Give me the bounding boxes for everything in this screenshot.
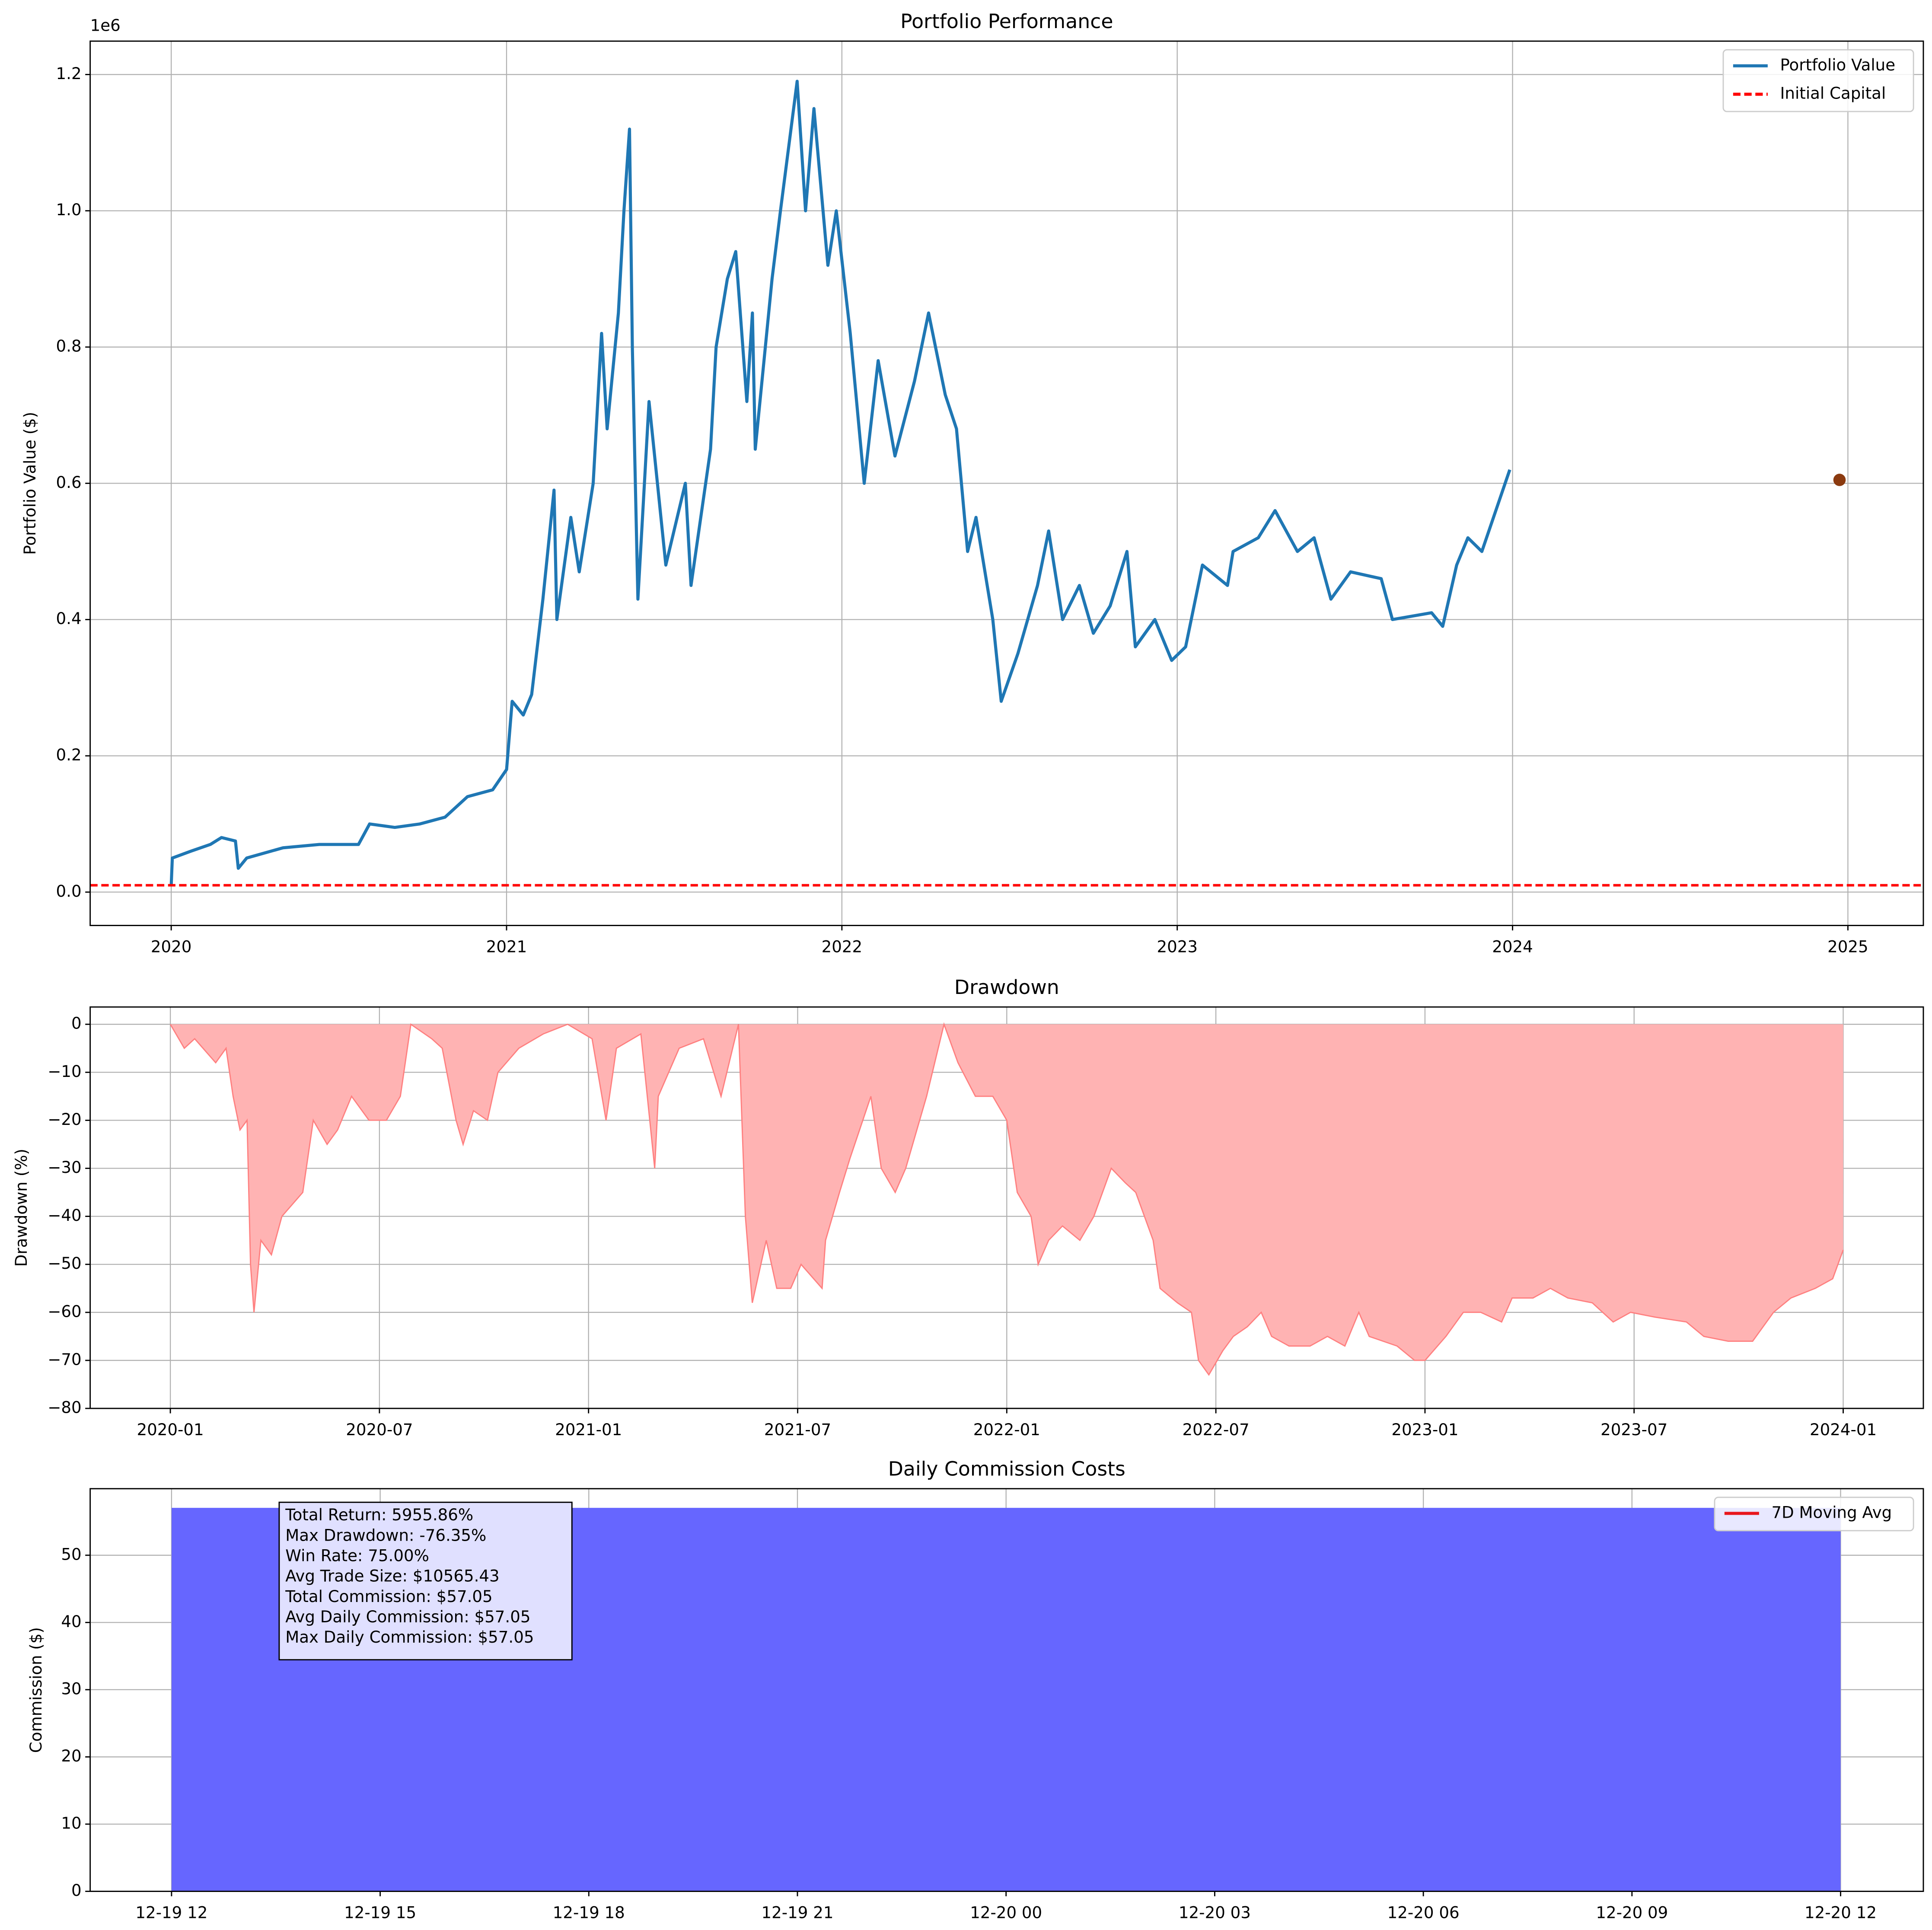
x-tick-label: 2024 [1492, 937, 1533, 956]
y-tick-label: 0.0 [56, 882, 82, 901]
y-tick-label: 20 [61, 1747, 81, 1765]
x-tick-label: 12-20 06 [1387, 1903, 1460, 1922]
y-axis-label: Commission ($) [27, 1627, 45, 1753]
x-tick-label: 2020-07 [346, 1420, 413, 1439]
x-tick-label: 12-20 00 [970, 1903, 1042, 1922]
data-line [169, 80, 1511, 885]
y-tick-label: 0.2 [56, 745, 82, 764]
y-tick-label: −20 [48, 1110, 81, 1129]
y-tick-label: −10 [48, 1062, 81, 1081]
x-tick-label: 2021-07 [764, 1420, 831, 1439]
x-tick-label: 12-19 21 [762, 1903, 834, 1922]
y-tick-label: 0.6 [56, 473, 82, 492]
x-tick-label: 12-20 12 [1804, 1903, 1877, 1922]
y-tick-label: −60 [48, 1302, 81, 1321]
stats-line: Avg Daily Commission: $57.05 [285, 1608, 530, 1626]
x-tick-label: 12-19 18 [553, 1903, 625, 1922]
legend-label: Initial Capital [1780, 84, 1886, 103]
x-tick-label: 2024-01 [1810, 1420, 1877, 1439]
y-tick-label: 30 [61, 1679, 81, 1698]
x-tick-label: 12-20 03 [1179, 1903, 1251, 1922]
y-axis-label: Drawdown (%) [12, 1149, 31, 1267]
y-tick-label: 0.8 [56, 337, 82, 356]
legend-box [1722, 49, 1914, 112]
x-tick-label: 12-19 12 [135, 1903, 207, 1922]
stats-line: Max Drawdown: -76.35% [285, 1526, 486, 1545]
y-axis-label: Portfolio Value ($) [21, 412, 39, 555]
x-tick-label: 2023-01 [1391, 1420, 1458, 1439]
x-tick-label: 2023-07 [1600, 1420, 1667, 1439]
area [170, 1024, 1843, 1375]
stats-line: Max Daily Commission: $57.05 [285, 1628, 534, 1647]
y-tick-label: −50 [48, 1254, 81, 1273]
stats-line: Win Rate: 75.00% [285, 1547, 429, 1565]
y-tick-label: 0 [71, 1881, 82, 1900]
area-edge [169, 1022, 1844, 1376]
stats-line: Total Commission: $57.05 [285, 1587, 492, 1606]
chart-title: Drawdown [954, 976, 1059, 999]
x-tick-label: 2021-01 [555, 1420, 622, 1439]
y-tick-label: 1.0 [56, 201, 82, 219]
y-tick-label: −30 [48, 1158, 81, 1177]
legend-box [1714, 1497, 1914, 1532]
x-tick-label: 12-20 09 [1596, 1903, 1668, 1922]
x-tick-label: 2020-01 [137, 1420, 204, 1439]
axes-frame [89, 1006, 1924, 1409]
y-tick-label: −80 [48, 1398, 81, 1417]
x-tick-label: 2025 [1827, 937, 1868, 956]
x-tick-label: 2022-01 [973, 1420, 1040, 1439]
x-tick-label: 12-19 15 [344, 1903, 416, 1922]
axes-frame [89, 1488, 1924, 1892]
stats-line: Avg Trade Size: $10565.43 [285, 1567, 499, 1586]
y-tick-label: 1.2 [56, 64, 82, 83]
y-tick-label: 40 [61, 1612, 81, 1631]
axis-offset-label: 1e6 [90, 16, 121, 35]
y-tick-label: −40 [48, 1206, 81, 1225]
legend-label: 7D Moving Avg [1771, 1503, 1892, 1522]
legend-label: Portfolio Value [1780, 56, 1895, 74]
chart-title: Portfolio Performance [900, 10, 1113, 33]
x-tick-label: 2022-07 [1183, 1420, 1250, 1439]
point [1833, 474, 1846, 486]
x-tick-label: 2023 [1157, 937, 1198, 956]
stats-line: Total Return: 5955.86% [285, 1506, 473, 1524]
y-tick-label: 0.4 [56, 609, 82, 628]
x-tick-label: 2020 [151, 937, 192, 956]
y-tick-label: 10 [61, 1814, 81, 1832]
stats-box [278, 1501, 573, 1661]
y-tick-label: 0 [71, 1014, 82, 1033]
chart-title: Daily Commission Costs [888, 1457, 1125, 1480]
x-tick-label: 2022 [822, 937, 863, 956]
axes-frame [89, 40, 1924, 926]
y-tick-label: 50 [61, 1545, 81, 1564]
x-tick-label: 2021 [486, 937, 527, 956]
y-tick-label: −70 [48, 1350, 81, 1369]
